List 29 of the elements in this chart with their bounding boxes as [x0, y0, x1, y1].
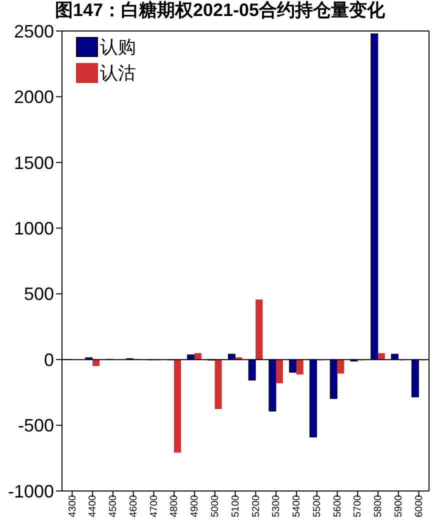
- x-tick-label: 4500: [108, 494, 120, 518]
- x-tick-label: 4300: [67, 494, 78, 518]
- y-tick-label: 1000: [14, 218, 54, 239]
- x-tick-label: 4900: [190, 494, 201, 518]
- x-tick-label: 6000: [414, 494, 425, 518]
- x-tick-label: 5600: [332, 494, 344, 518]
- y-tick-label: 0: [44, 350, 54, 370]
- legend-label: 认购: [100, 36, 136, 59]
- x-tick-label: 4600: [128, 494, 140, 518]
- x-tick-label: 5700: [352, 494, 364, 518]
- x-tick-label: 5200: [250, 494, 262, 518]
- x-tick-label: 4700: [148, 494, 160, 518]
- x-tick-label: 4800: [169, 494, 180, 518]
- x-tick-label: 5400: [292, 494, 303, 518]
- y-tick-label: 500: [24, 284, 54, 304]
- x-tick-label: 5800: [373, 494, 384, 518]
- y-tick-label: -500: [18, 416, 54, 436]
- y-tick-label: 2500: [14, 21, 54, 42]
- y-tick-label: -1000: [8, 481, 54, 502]
- x-tick-label: 5900: [394, 494, 405, 518]
- x-tick-label: 5100: [230, 494, 242, 518]
- x-tick-label: 5300: [271, 494, 282, 518]
- x-tick-label: 5500: [312, 494, 323, 518]
- chart-title: 图147：白糖期权2021-05合约持仓量变化: [54, 0, 386, 20]
- x-tick-label: 4400: [88, 494, 99, 518]
- y-tick-label: 1500: [14, 152, 54, 173]
- x-tick-label: 5000: [210, 494, 222, 518]
- legend-label: 认沽: [100, 62, 136, 85]
- y-tick-label: 2000: [14, 87, 54, 108]
